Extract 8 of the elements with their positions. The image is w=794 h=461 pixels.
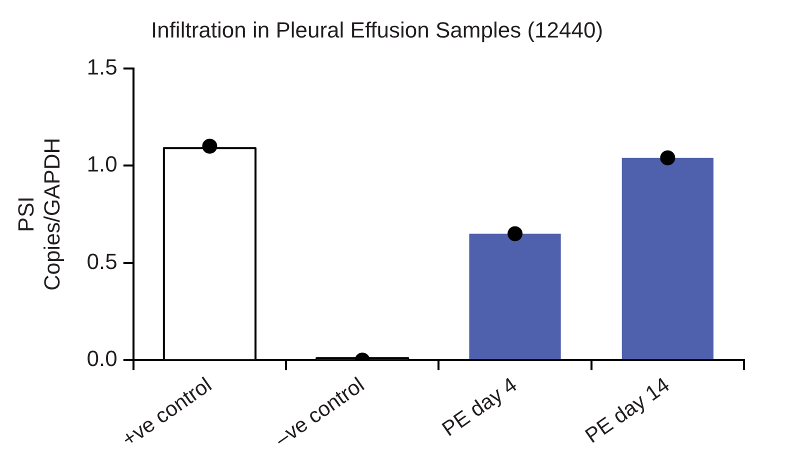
chart-title: Infiltration in Pleural Effusion Samples (12440) (150, 17, 604, 42)
y-tick-label: 0.0 (86, 346, 118, 372)
y-axis-title: PSI Copies/GAPDH (13, 138, 65, 291)
x-tick-label: PE day 4 (438, 373, 522, 442)
y-tick-label: 1.5 (86, 54, 118, 80)
y-tick-label: 1.0 (86, 152, 118, 177)
x-tick-label: PE day 14 (581, 373, 674, 448)
y-tick-label: 0.5 (86, 248, 118, 274)
